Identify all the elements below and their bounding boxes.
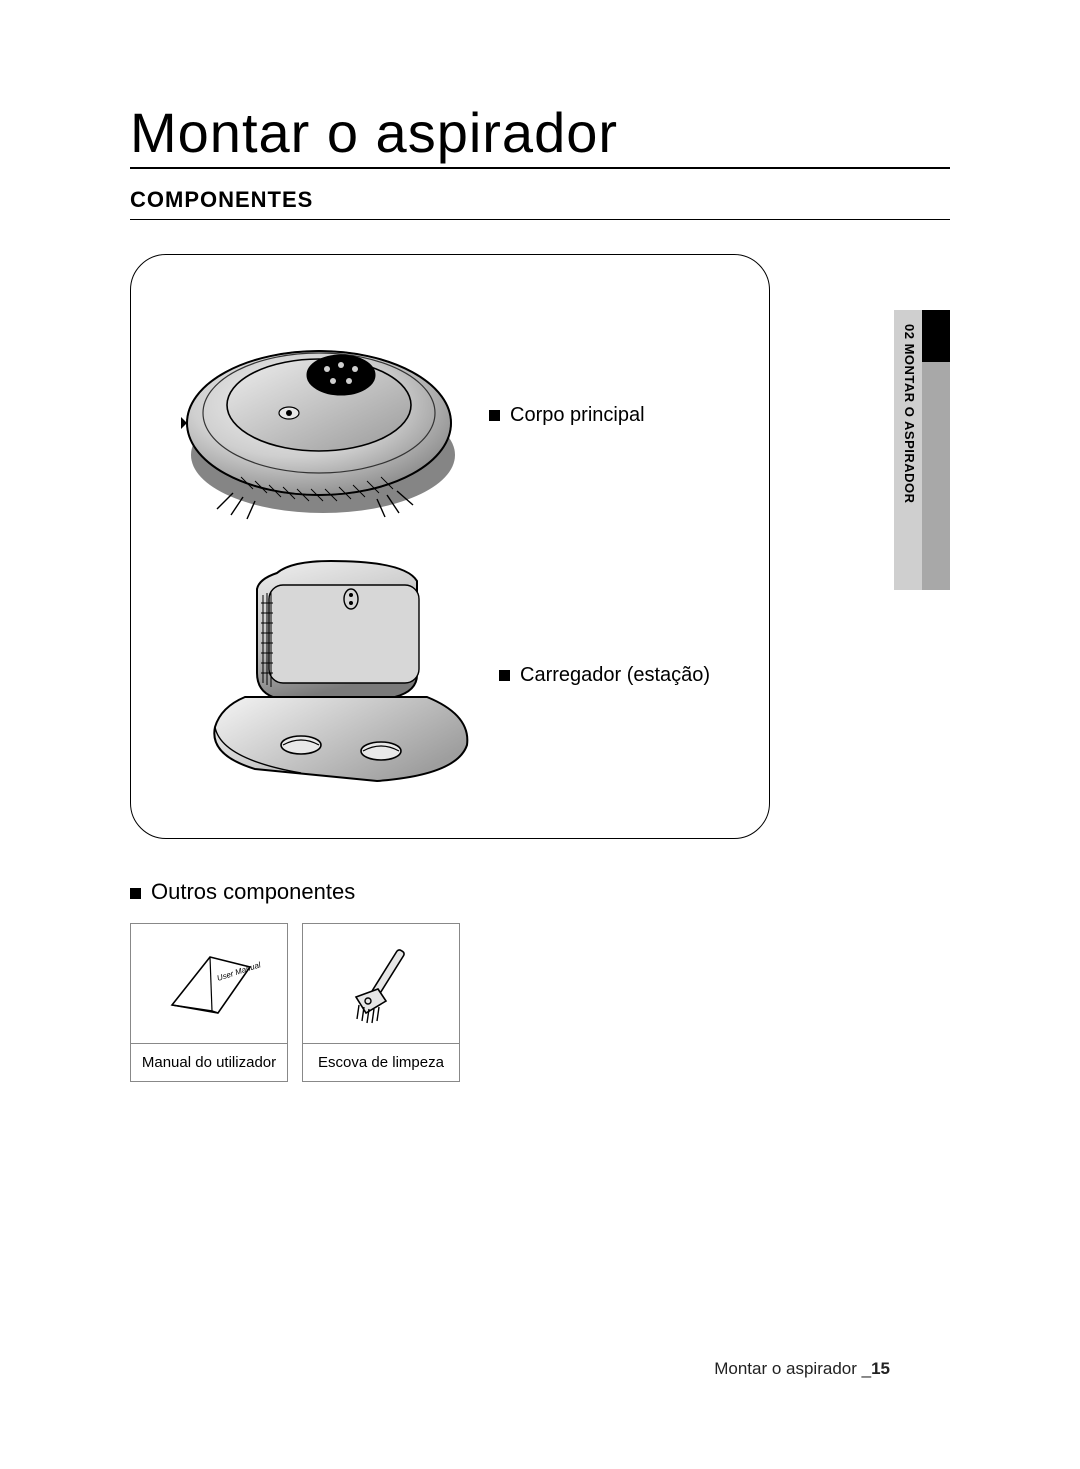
card-user-manual-image: User Manual [131,924,287,1044]
section-heading: COMPONENTES [130,187,950,220]
user-manual-icon: User Manual [154,939,264,1029]
other-components-cards: User Manual Manual do utilizador [130,923,950,1082]
card-cleaning-brush: Escova de limpeza [302,923,460,1082]
bullet-icon [489,410,500,421]
other-components-heading: Outros componentes [130,879,950,905]
vacuum-illustration [171,305,471,525]
card-user-manual: User Manual Manual do utilizador [130,923,288,1082]
component-charger-label: Carregador (estação) [499,664,710,687]
bullet-icon [130,888,141,899]
footer-text: Montar o aspirador _ [714,1359,871,1378]
bullet-icon [499,670,510,681]
page: Montar o aspirador COMPONENTES 02 MONTAR… [0,0,1080,1469]
chapter-tab-marker [922,310,950,362]
card-user-manual-caption: Manual do utilizador [131,1044,287,1081]
cleaning-brush-icon [326,939,436,1029]
card-cleaning-brush-caption: Escova de limpeza [303,1044,459,1081]
footer-page-number: 15 [871,1359,890,1378]
chapter-tab: 02 MONTAR O ASPIRADOR [894,310,950,590]
card-cleaning-brush-image [303,924,459,1044]
components-box: Corpo principal [130,254,770,839]
charger-illustration [181,555,481,795]
component-main-body-label: Corpo principal [489,404,645,427]
page-title: Montar o aspirador [130,100,950,169]
chapter-tab-label: 02 MONTAR O ASPIRADOR [902,324,917,504]
page-footer: Montar o aspirador _15 [714,1359,890,1379]
component-charger: Carregador (estação) [181,555,710,795]
component-main-body: Corpo principal [171,305,645,525]
